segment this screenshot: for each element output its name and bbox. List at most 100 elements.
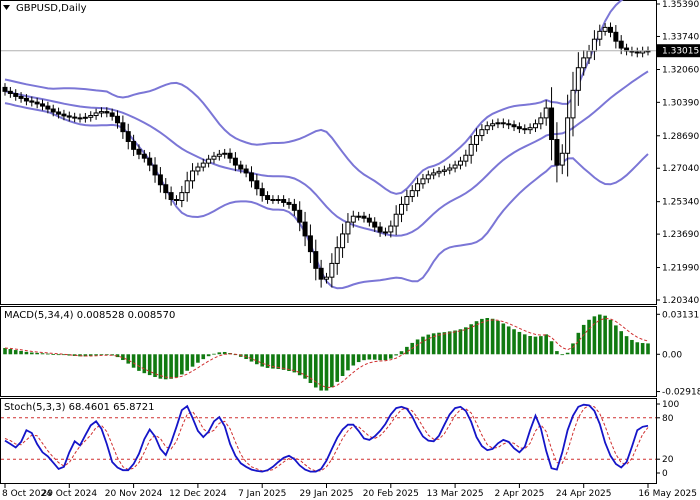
macd-bar <box>276 354 281 369</box>
candle <box>72 112 78 123</box>
candle <box>613 25 619 49</box>
macd-bar <box>619 331 624 355</box>
macd-panel-frame <box>0 306 657 397</box>
macd-bar <box>614 325 618 355</box>
macd-bar <box>517 331 522 355</box>
candle <box>82 112 88 123</box>
dropdown-triangle-icon[interactable] <box>3 5 10 10</box>
current-price-box <box>657 44 700 58</box>
candle <box>2 83 8 96</box>
candle <box>120 115 126 139</box>
macd-bar <box>426 334 431 355</box>
stoch-axis: 100 80 20 0 <box>656 400 679 479</box>
candle <box>13 89 19 101</box>
macd-axis: 0.03131 0.00 -0.029183 <box>656 310 700 398</box>
candle <box>50 104 56 117</box>
date-tick-label: 16 May 2025 <box>638 489 697 499</box>
macd-bar <box>496 320 500 355</box>
macd-bar <box>40 353 45 355</box>
candle <box>297 201 303 232</box>
price-tick-label: 1.21990 <box>662 264 699 274</box>
candle <box>634 47 640 58</box>
candle <box>640 46 646 58</box>
macd-bar <box>405 346 409 355</box>
stoch-panel-frame <box>0 398 657 484</box>
candle <box>570 71 576 137</box>
macd-bar <box>153 354 157 378</box>
candle <box>591 30 597 61</box>
macd-bar <box>512 329 516 355</box>
macd-bar <box>313 354 318 388</box>
macd-bar <box>464 327 468 355</box>
candle <box>265 191 271 204</box>
candle <box>23 94 29 106</box>
candle <box>227 148 233 164</box>
price-tick-label: 1.35390 <box>662 0 699 10</box>
macd-bar <box>13 350 18 355</box>
macd-bar <box>308 354 313 384</box>
candle <box>377 222 383 237</box>
candle <box>307 224 313 264</box>
stoch-tick-label: 100 <box>662 400 679 410</box>
candle <box>543 100 549 126</box>
macd-bar <box>56 354 61 356</box>
macd-bar <box>485 318 490 355</box>
candle <box>141 149 147 163</box>
macd-bar <box>190 354 195 367</box>
macd-bar <box>539 336 543 355</box>
candle <box>168 186 174 206</box>
candle <box>18 92 24 103</box>
candle <box>404 189 410 212</box>
candle <box>152 157 158 183</box>
macd-bar <box>431 333 436 355</box>
candle <box>522 124 528 135</box>
stoch-panel: Stoch(5,3,3) 68.4601 65.8721 <box>0 398 657 484</box>
candle <box>463 149 469 167</box>
macd-bar <box>46 353 50 355</box>
candle <box>45 101 51 114</box>
candle <box>447 163 453 175</box>
current-price-value: 1.33015 <box>662 47 699 57</box>
candle <box>109 108 115 121</box>
macd-bar <box>367 354 372 360</box>
candle <box>441 165 447 176</box>
macd-bar <box>356 354 361 363</box>
candle <box>388 220 394 238</box>
macd-bar <box>249 354 254 362</box>
candle <box>356 211 362 221</box>
candle <box>88 111 94 122</box>
bollinger-upper-band <box>4 0 624 195</box>
candle <box>559 144 565 175</box>
macd-bar <box>415 339 420 355</box>
macd-bar <box>480 318 484 355</box>
macd-bar <box>389 354 393 359</box>
candle <box>313 239 319 281</box>
candle <box>393 205 399 236</box>
macd-bar <box>362 354 366 361</box>
date-tick-label: 20 Feb 2025 <box>363 489 419 499</box>
candle <box>495 118 501 129</box>
candle <box>511 120 517 132</box>
macd-bar <box>196 354 200 363</box>
macd-bar <box>597 314 602 355</box>
price-panel: GBPUSD,Daily <box>0 0 657 305</box>
macd-bar <box>630 339 634 355</box>
candle <box>206 154 212 168</box>
macd-bar <box>587 319 591 355</box>
macd-bar <box>346 354 350 371</box>
macd-bar <box>560 354 565 356</box>
macd-bar <box>646 343 650 355</box>
candle <box>457 156 463 170</box>
candle <box>500 118 506 129</box>
macd-bar <box>533 336 538 355</box>
price-candles <box>2 22 651 288</box>
macd-bar <box>281 354 286 370</box>
candle <box>61 109 67 121</box>
current-price-badge: 1.33015 <box>657 44 700 58</box>
macd-bar <box>62 354 66 356</box>
macd-histogram <box>3 314 650 391</box>
candle <box>554 122 560 183</box>
stoch-main-line <box>4 403 649 473</box>
macd-bar <box>544 334 548 355</box>
